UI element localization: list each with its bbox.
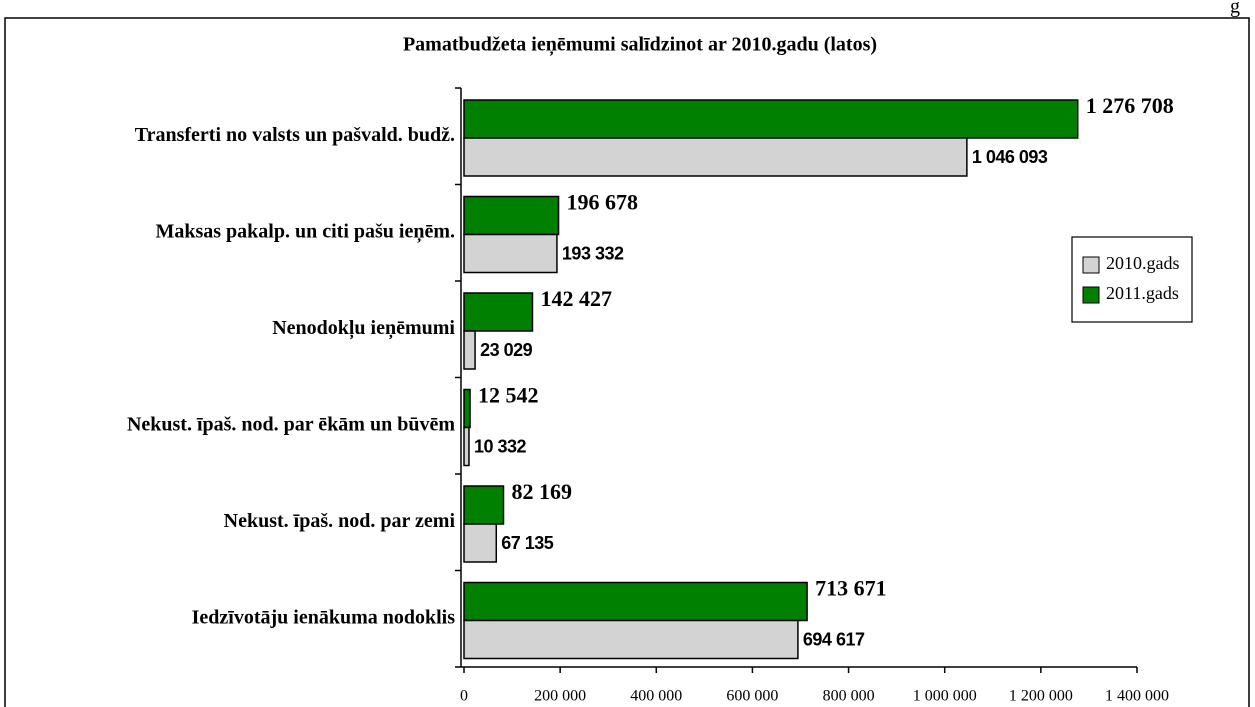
- corner-note: g: [1230, 0, 1240, 18]
- bar: [463, 330, 476, 370]
- bar: [463, 581, 808, 622]
- bar: [463, 426, 470, 467]
- x-tick-label: 800 000: [823, 688, 875, 705]
- value-label: 193 332: [562, 243, 624, 263]
- bar: [463, 137, 968, 177]
- value-label: 82 169: [511, 479, 572, 504]
- value-label: 196 678: [567, 190, 639, 215]
- legend-label: 2010.gads: [1106, 253, 1180, 273]
- bar: [463, 523, 498, 563]
- bar: [463, 233, 558, 274]
- value-label: 67 135: [501, 533, 554, 553]
- x-tick-label: 200 000: [534, 688, 586, 705]
- x-tick-label: 1 200 000: [1009, 688, 1073, 705]
- value-label: 12 542: [478, 383, 539, 408]
- value-label: 713 671: [815, 576, 887, 601]
- x-tick-label: 600 000: [726, 688, 778, 705]
- bar: [463, 99, 1079, 139]
- x-tick-label: 0: [460, 688, 468, 705]
- bar: [463, 485, 505, 525]
- category-label: Nekust. īpaš. nod. par zemi: [224, 510, 456, 532]
- category-label: Maksas pakalp. un citi pašu ieņēm.: [155, 220, 455, 243]
- bar: [463, 195, 560, 236]
- value-label: 23 029: [480, 340, 533, 360]
- frame: [4, 17, 1250, 707]
- bar: [463, 388, 471, 429]
- value-label: 1 276 708: [1086, 93, 1174, 118]
- x-tick-label: 1 400 000: [1105, 688, 1169, 705]
- value-label: 10 332: [474, 436, 527, 456]
- value-label: 1 046 093: [972, 147, 1048, 167]
- bar: [463, 619, 799, 660]
- x-tick-label: 400 000: [630, 688, 682, 705]
- value-label: 694 617: [803, 629, 865, 649]
- legend-label: 2011.gads: [1106, 283, 1179, 303]
- category-label: Nenodokļu ieņēmumi: [272, 317, 455, 340]
- category-label: Nekust. īpaš. nod. par ēkām un būvēm: [127, 413, 455, 435]
- chart-title: Pamatbudžeta ieņēmumi salīdzinot ar 2010…: [403, 34, 877, 57]
- category-label: Iedzīvotāju ienākuma nodoklis: [192, 606, 456, 628]
- legend-swatch: [1082, 256, 1100, 274]
- legend-box: [1071, 236, 1193, 323]
- bar: [463, 292, 534, 332]
- category-label: Transferti no valsts un pašvald. budž.: [135, 124, 455, 146]
- legend-swatch: [1082, 286, 1100, 304]
- value-label: 142 427: [540, 286, 612, 311]
- x-tick-label: 1 000 000: [913, 688, 977, 705]
